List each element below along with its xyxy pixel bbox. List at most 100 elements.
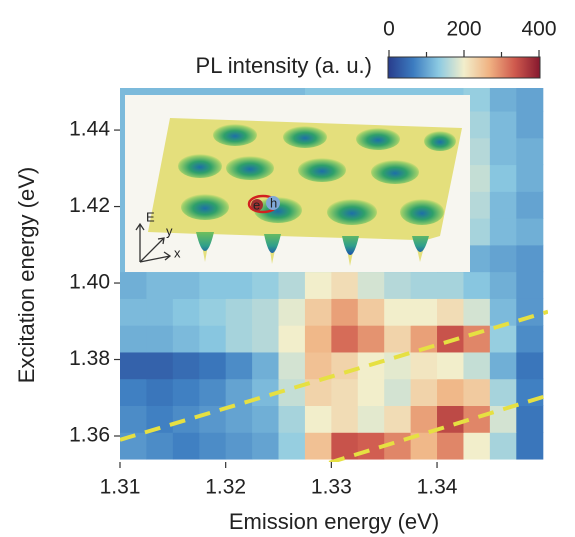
- inset: E y x e h: [125, 95, 470, 272]
- y-tick-label: 1.36: [69, 424, 110, 447]
- heat-cell: [489, 351, 517, 380]
- heat-cell: [437, 271, 465, 299]
- heat-cell: [489, 432, 517, 460]
- heat-cell: [278, 271, 306, 299]
- heat-cell: [384, 378, 412, 407]
- heat-cell: [516, 164, 544, 192]
- heat-cell: [172, 271, 200, 299]
- heat-cell: [463, 325, 491, 353]
- electron: [251, 199, 263, 211]
- colorbar-tick-label: 0: [383, 18, 395, 41]
- heat-cell: [357, 378, 385, 407]
- guide-lines: [120, 309, 548, 462]
- heat-cell: [489, 405, 517, 433]
- wells: [178, 124, 456, 225]
- heat-cell: [437, 325, 465, 353]
- heat-cell: [516, 244, 544, 273]
- heat-cell: [410, 378, 438, 407]
- heat-cell: [516, 110, 544, 139]
- heat-cell: [199, 271, 227, 299]
- heat-cell: [172, 432, 200, 460]
- heat-cell: [437, 432, 465, 460]
- heat-cell: [278, 298, 306, 326]
- heat-cell: [331, 405, 359, 433]
- heat-cell: [516, 271, 544, 299]
- heat-cell: [489, 110, 517, 139]
- inset-label: E: [146, 209, 155, 224]
- hole: [266, 196, 280, 210]
- heat-cell: [304, 298, 332, 326]
- heat-cell: [489, 218, 517, 246]
- heat-cell: [489, 378, 517, 407]
- heat-cell: [384, 325, 412, 353]
- y-tick-label: 1.44: [69, 118, 110, 141]
- heat-cell: [252, 405, 280, 433]
- heat-cell: [489, 88, 517, 112]
- heat-cell: [252, 298, 280, 326]
- axes: 1.31 1.32 1.33 1.34 1.36 1.38 1.40 1.42 1.44 0 200…: [69, 18, 556, 499]
- heat-cell: [304, 325, 332, 353]
- heat-cell: [146, 351, 174, 380]
- heat-cell: [463, 378, 491, 407]
- heat-cell: [516, 325, 544, 353]
- x-tick-label: 1.33: [311, 476, 352, 499]
- heat-cell: [437, 298, 465, 326]
- heat-cell: [172, 378, 200, 407]
- heat-cell: [357, 271, 385, 299]
- heat-cell: [199, 351, 227, 380]
- heat-cell: [120, 351, 148, 380]
- heat-cell: [278, 325, 306, 353]
- heat-cell: [516, 88, 544, 112]
- heat-cell: [516, 191, 544, 219]
- heat-cell: [463, 88, 491, 112]
- colorbar-label: PL intensity (a. u.): [196, 53, 372, 78]
- heat-cell: [331, 351, 359, 380]
- heat-cell: [331, 432, 359, 460]
- heat-cell: [278, 351, 306, 380]
- heat-cell: [331, 298, 359, 326]
- heat-cell: [489, 164, 517, 192]
- inset-label: h: [270, 195, 277, 210]
- heat-cell: [516, 351, 544, 380]
- heat-cell: [225, 405, 253, 433]
- heat-cell: [463, 298, 491, 326]
- y-tick-label: 1.42: [69, 194, 110, 217]
- heat-cell: [172, 298, 200, 326]
- heat-cell: [172, 325, 200, 353]
- inset-label: y: [166, 223, 173, 238]
- x-axis-label: Emission energy (eV): [229, 509, 439, 534]
- heat-cell: [225, 298, 253, 326]
- heat-cell: [199, 378, 227, 407]
- colorbar: [387, 56, 541, 79]
- heat-cell: [357, 298, 385, 326]
- inset-label: e: [253, 197, 260, 212]
- heat-cell: [304, 405, 332, 433]
- heat-cell: [252, 325, 280, 353]
- heat-cell: [252, 271, 280, 299]
- heat-cell: [437, 378, 465, 407]
- heat-cell: [146, 298, 174, 326]
- heat-cell: [463, 432, 491, 460]
- y-tick-label: 1.40: [69, 271, 110, 294]
- heat-cell: [120, 271, 148, 299]
- heat-cell: [437, 351, 465, 380]
- y-tick-label: 1.38: [69, 347, 110, 370]
- heat-cell: [489, 244, 517, 273]
- heat-cell: [146, 432, 174, 460]
- heat-cell: [199, 298, 227, 326]
- heat-cell: [304, 432, 332, 460]
- heat-cell: [146, 325, 174, 353]
- colorbar-tick-label: 200: [446, 18, 481, 41]
- heat-cell: [146, 271, 174, 299]
- heat-cell: [516, 218, 544, 246]
- heat-cell: [278, 405, 306, 433]
- heat-cell: [304, 351, 332, 380]
- heat-cell: [410, 298, 438, 326]
- heat-cell: [120, 325, 148, 353]
- heat-cell: [331, 378, 359, 407]
- heat-cell: [120, 405, 148, 433]
- heat-cell: [463, 351, 491, 380]
- heat-cell: [199, 432, 227, 460]
- heat-cell: [410, 351, 438, 380]
